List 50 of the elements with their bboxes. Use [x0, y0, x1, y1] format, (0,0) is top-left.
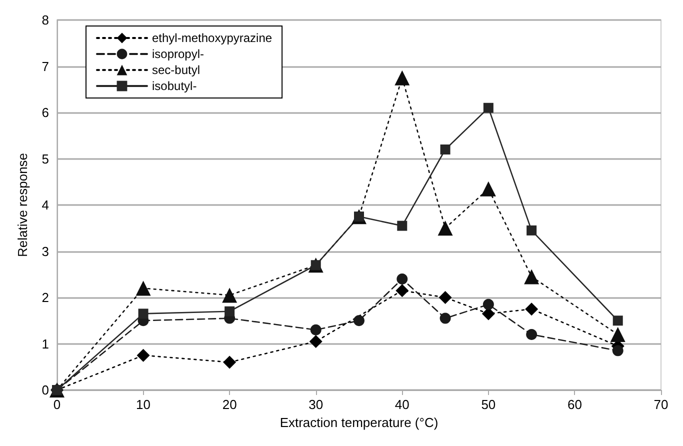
legend-label: ethyl-methoxypyrazine: [152, 31, 272, 45]
point: [610, 327, 626, 342]
point: [224, 306, 235, 316]
y-tick-label: 0: [42, 382, 49, 398]
y-tick-label: 6: [42, 105, 49, 120]
y-tick-label: 5: [42, 151, 49, 166]
point: [309, 334, 322, 348]
point: [482, 298, 494, 310]
point: [354, 315, 364, 326]
legend-label: isopropyl-: [152, 47, 204, 61]
point: [440, 144, 450, 154]
y-tick-label: 8: [42, 12, 49, 28]
point: [397, 220, 408, 231]
point: [612, 316, 623, 326]
x-tick-label: 60: [567, 397, 582, 412]
point: [480, 181, 496, 196]
point: [438, 220, 453, 236]
x-tick-label: 0: [53, 397, 61, 412]
x-tick-label: 30: [308, 397, 324, 412]
point: [526, 225, 537, 236]
point: [138, 308, 148, 319]
x-tick-label: 10: [136, 397, 151, 412]
x-tick-label: 70: [654, 397, 668, 412]
y-tick-label: 2: [42, 290, 49, 305]
point: [438, 291, 452, 304]
y-tick-label: 4: [42, 198, 49, 212]
point: [525, 302, 538, 316]
point: [612, 345, 624, 356]
x-axis-title: Extraction temperature (°C): [280, 414, 438, 430]
point: [222, 288, 238, 303]
legend-label: isobutyl-: [152, 79, 197, 93]
y-tick-label: 1: [42, 336, 49, 352]
point: [136, 348, 150, 362]
point: [136, 280, 151, 296]
y-axis-title: Relative response: [15, 152, 30, 258]
x-tick-label: 50: [481, 397, 496, 412]
point: [440, 312, 451, 324]
point: [483, 102, 494, 113]
point: [394, 70, 410, 86]
point: [223, 356, 236, 369]
y-tick-label: 3: [42, 244, 49, 259]
point: [396, 284, 409, 298]
point: [310, 324, 322, 336]
point: [524, 269, 540, 284]
legend-label: sec-butyl: [152, 63, 200, 77]
y-tick-label: 7: [42, 58, 49, 74]
x-tick-label: 20: [222, 397, 237, 412]
x-tick-label: 40: [394, 397, 410, 412]
point: [396, 274, 408, 284]
point: [526, 329, 538, 340]
